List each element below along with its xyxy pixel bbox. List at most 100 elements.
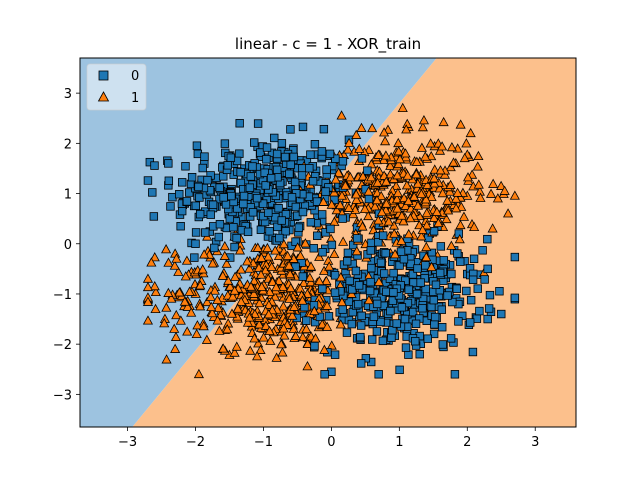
point-class-1	[366, 172, 377, 182]
legend-marker-triangle	[97, 91, 110, 102]
point-class-1	[398, 192, 410, 203]
point-class-1	[212, 294, 223, 304]
point-class-0	[438, 340, 447, 349]
point-class-0	[338, 214, 347, 223]
point-class-1	[278, 238, 289, 249]
point-class-0	[473, 284, 482, 293]
point-class-1	[455, 219, 466, 230]
point-class-0	[356, 321, 366, 330]
point-class-1	[392, 203, 403, 213]
point-class-0	[330, 350, 340, 359]
point-class-1	[392, 170, 403, 180]
point-class-1	[462, 172, 474, 182]
point-class-0	[258, 199, 268, 208]
point-class-1	[385, 169, 396, 179]
point-class-0	[372, 299, 382, 309]
point-class-1	[373, 276, 385, 286]
point-class-1	[271, 352, 282, 362]
point-class-0	[342, 328, 352, 337]
point-class-1	[333, 167, 344, 177]
point-class-1	[391, 193, 403, 204]
y-tick-label: 1	[64, 188, 72, 203]
point-class-1	[225, 281, 236, 291]
point-class-1	[245, 281, 257, 291]
point-class-1	[171, 253, 182, 263]
point-class-0	[272, 149, 282, 159]
point-class-1	[428, 212, 440, 222]
point-class-0	[273, 222, 282, 232]
point-class-1	[159, 318, 170, 328]
point-class-0	[381, 248, 390, 258]
point-class-0	[411, 319, 421, 329]
point-class-0	[223, 161, 232, 170]
point-class-1	[393, 137, 404, 148]
point-class-1	[446, 141, 457, 152]
point-class-1	[421, 251, 432, 262]
point-class-1	[322, 321, 333, 331]
point-class-0	[235, 119, 244, 128]
point-class-0	[192, 141, 202, 150]
point-class-1	[229, 285, 240, 295]
point-class-0	[262, 143, 272, 152]
point-class-1	[473, 179, 484, 189]
x-axis: −3 −2 −1 0 1 2 3	[118, 427, 539, 450]
point-class-0	[447, 269, 456, 279]
point-class-0	[236, 168, 245, 177]
y-tick-label: 2	[64, 137, 72, 152]
point-class-1	[284, 293, 295, 303]
x-tick-label: 0	[327, 435, 335, 450]
point-class-1	[487, 223, 498, 233]
point-class-0	[327, 240, 337, 250]
chart-title: linear - c = 1 - XOR_train	[235, 35, 421, 54]
point-class-1	[180, 271, 191, 281]
point-class-0	[150, 161, 159, 170]
point-class-1	[383, 216, 394, 226]
point-class-0	[331, 154, 340, 163]
point-class-1	[402, 170, 413, 180]
y-axis: −3 −2 −1 0 1 2 3	[53, 87, 80, 403]
point-class-1	[221, 258, 232, 268]
point-class-1	[173, 266, 184, 276]
point-class-1	[446, 240, 457, 250]
point-class-1	[305, 261, 317, 271]
point-class-1	[169, 323, 180, 333]
point-class-0	[298, 122, 308, 132]
point-class-0	[395, 261, 404, 270]
point-class-1	[163, 257, 174, 267]
point-class-1	[236, 296, 247, 306]
point-class-0	[250, 138, 259, 147]
point-class-1	[199, 249, 210, 259]
point-class-0	[438, 322, 447, 332]
point-class-1	[401, 124, 412, 134]
point-class-1	[405, 212, 416, 223]
point-class-1	[230, 271, 241, 281]
point-class-1	[363, 210, 374, 221]
point-class-0	[396, 247, 406, 256]
point-class-0	[191, 239, 200, 248]
point-class-1	[340, 180, 351, 190]
point-class-1	[435, 165, 446, 175]
point-class-1	[389, 228, 400, 238]
point-class-1	[175, 315, 186, 325]
point-class-1	[421, 241, 432, 251]
point-class-0	[298, 164, 307, 173]
point-class-1	[222, 324, 233, 334]
point-class-1	[421, 220, 432, 230]
point-class-1	[292, 242, 303, 252]
plot-frame	[79, 57, 577, 428]
point-class-1	[411, 156, 422, 166]
point-class-1	[473, 150, 484, 161]
point-class-0	[369, 312, 379, 321]
point-class-1	[363, 294, 375, 305]
point-class-1	[266, 261, 277, 271]
point-class-1	[351, 129, 362, 139]
point-class-0	[412, 289, 422, 299]
point-class-1	[393, 158, 404, 169]
point-class-1	[321, 275, 332, 285]
x-tick-label: 3	[531, 435, 539, 450]
point-class-1	[245, 345, 256, 355]
point-class-0	[418, 304, 427, 313]
point-class-1	[263, 251, 274, 261]
point-class-0	[248, 208, 258, 217]
point-class-1	[278, 301, 289, 311]
